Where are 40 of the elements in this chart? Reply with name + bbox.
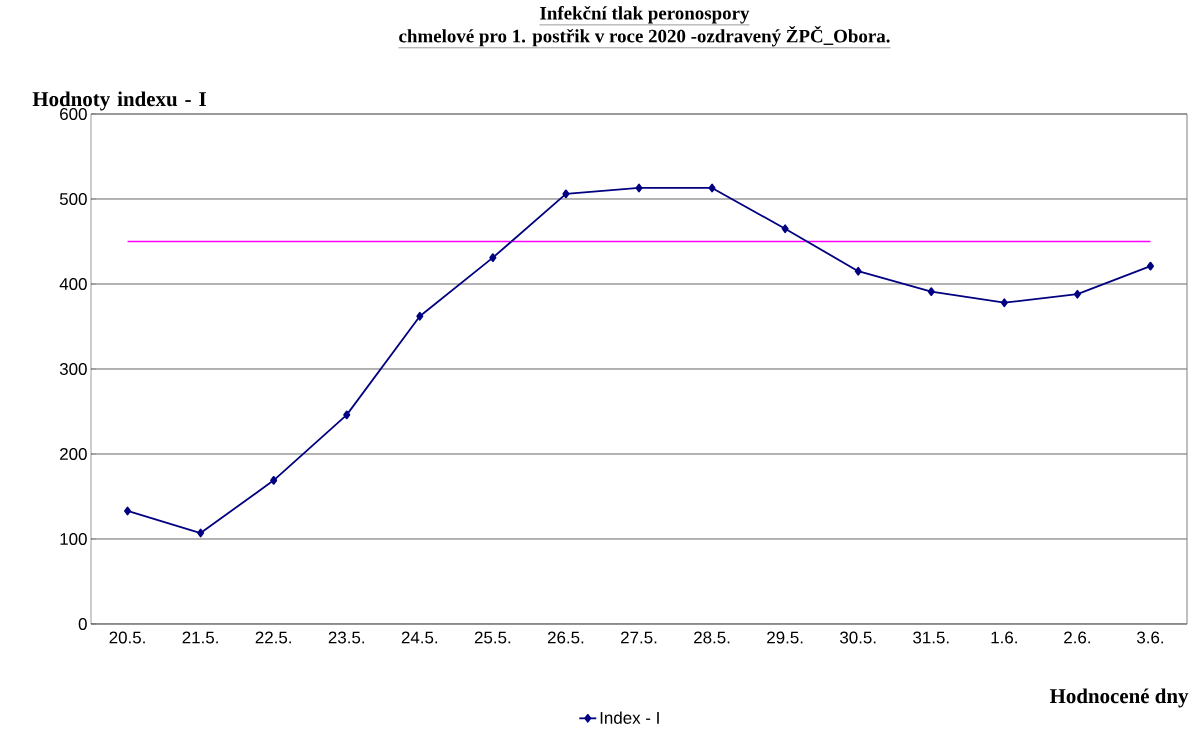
point [343, 410, 351, 420]
x-tick-label: 22.5. [255, 631, 291, 644]
x-tick-label: 30.5. [840, 631, 876, 644]
x-tick-label: 26.5. [547, 631, 584, 644]
x-tick-label: 21.5. [182, 631, 218, 644]
point [562, 189, 570, 199]
x-tick-label: 23.5. [328, 631, 365, 644]
x-tick-label: 29.5. [767, 631, 803, 644]
chart-subtitle: chmelové pro 1. postřik v roce 2020 -ozdravený ŽPČ_Obora. [399, 25, 890, 47]
x-tick-label: 20.5. [109, 631, 145, 644]
x-axis-title: Hodnocené dny [1049, 688, 1189, 708]
y-tick-label: 300 [59, 362, 87, 375]
x-tick-label: 31.5. [913, 631, 949, 644]
point [781, 224, 789, 234]
point [197, 528, 205, 538]
point [489, 253, 497, 263]
x-tick-label: 27.5. [621, 631, 657, 644]
point [708, 183, 716, 193]
x-tick-label: 28.5. [694, 631, 730, 644]
x-tick-label: 1.6. [991, 631, 1017, 644]
point [1146, 261, 1154, 271]
y-tick-label: 100 [60, 532, 87, 545]
point [1000, 298, 1008, 308]
legend-label: Index - I [600, 711, 659, 724]
point [270, 475, 278, 485]
point [1073, 289, 1081, 299]
y-tick-label: 200 [60, 447, 87, 460]
point [124, 506, 132, 516]
y-tick-label: 500 [59, 192, 87, 205]
x-tick-label: 24.5. [401, 631, 438, 644]
y-tick-label: 400 [59, 277, 87, 290]
x-tick-label: 25.5. [474, 631, 511, 644]
point [927, 287, 935, 297]
x-tick-label: 2.6. [1064, 631, 1090, 644]
chart-title: Infekční tlak peronospory [540, 6, 750, 24]
point [635, 183, 643, 193]
y-tick-label: 0 [78, 617, 87, 630]
point [854, 266, 862, 276]
point [416, 311, 424, 321]
x-tick-label: 3.6. [1136, 631, 1164, 644]
